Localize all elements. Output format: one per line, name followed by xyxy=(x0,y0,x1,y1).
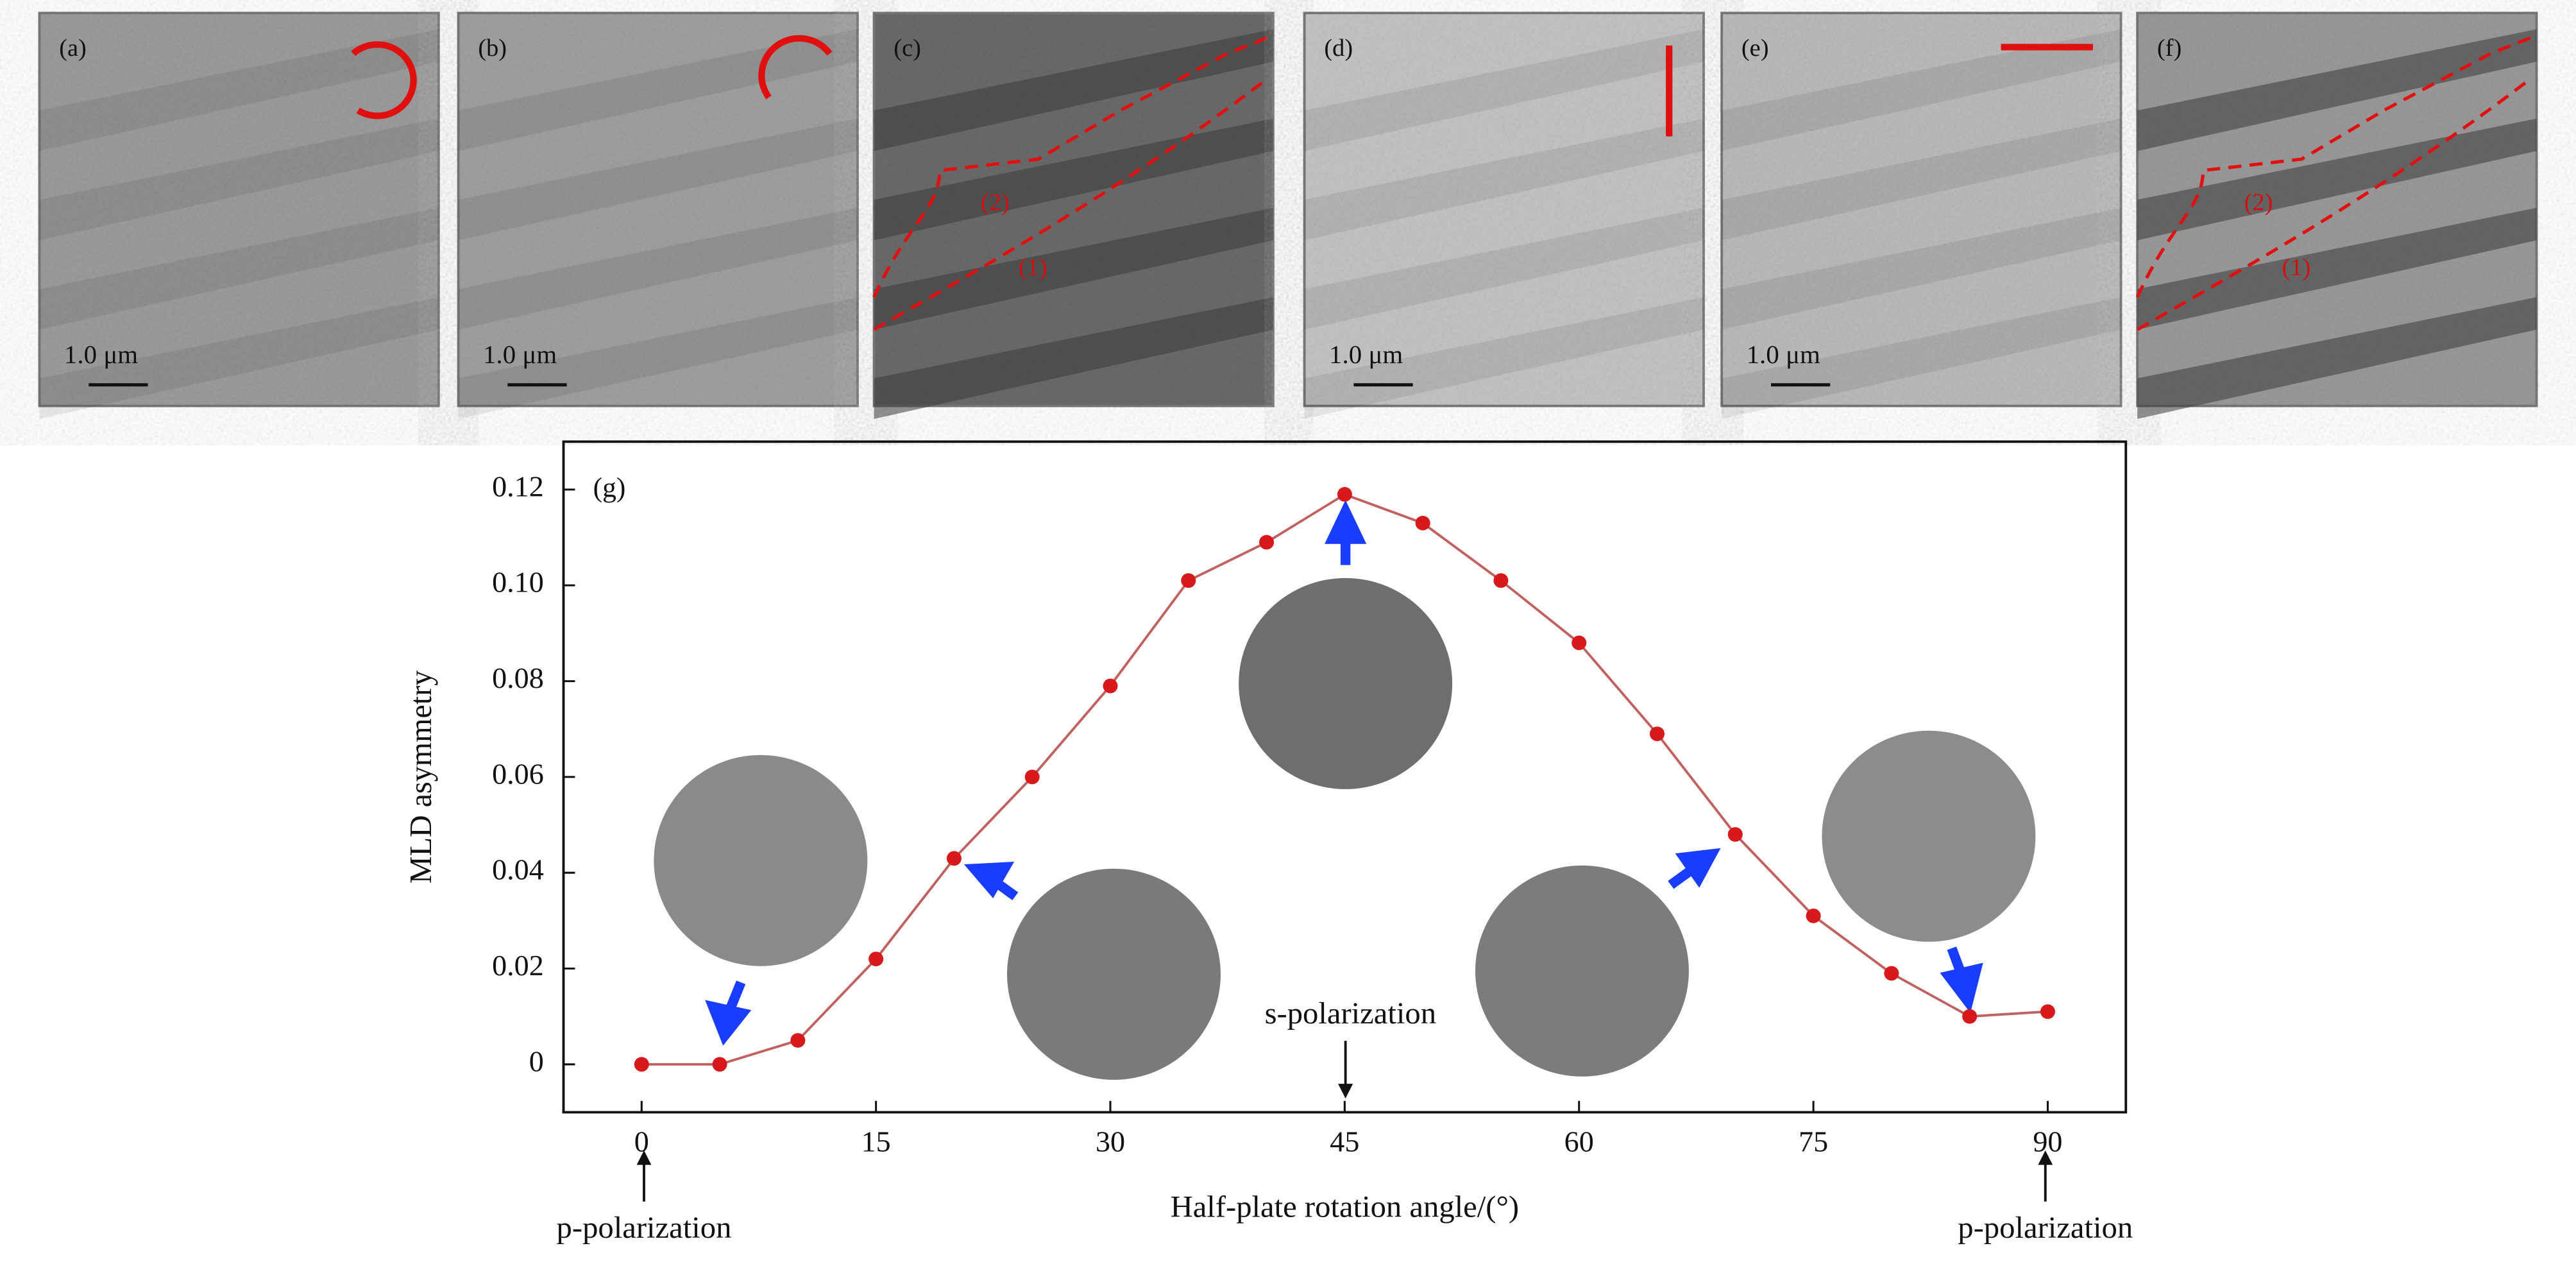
data-point xyxy=(1727,827,1743,842)
panel-image xyxy=(457,12,859,407)
blue-arrows xyxy=(705,500,1983,1046)
panel-label: (e) xyxy=(1741,35,1769,62)
inset-image xyxy=(1822,730,2036,942)
domain-stripe xyxy=(2137,29,2537,151)
x-tick-label: 30 xyxy=(1096,1125,1125,1158)
data-point xyxy=(790,1033,806,1048)
x-tick-label: 15 xyxy=(861,1125,891,1158)
domain-stripe xyxy=(39,29,439,151)
domain-stripe xyxy=(1722,29,2121,151)
domain-stripe xyxy=(458,297,858,419)
y-tick-label: 0.04 xyxy=(492,853,544,886)
x-tick-label: 45 xyxy=(1330,1125,1359,1158)
data-point xyxy=(1806,909,1821,923)
image-panels: (a) 1.0 μm (b) 1.0 μm (c) (2) (1) (d) 1.0 μm (e) 1… xyxy=(38,12,2538,419)
domain-stripe xyxy=(458,118,858,241)
panel-label: (b) xyxy=(478,35,507,62)
inset-image xyxy=(1007,868,1221,1080)
data-point xyxy=(1962,1009,1978,1024)
domain-stripe xyxy=(2137,118,2537,241)
domain-stripe xyxy=(39,297,439,419)
data-point xyxy=(712,1057,727,1072)
domain-stripe xyxy=(1304,118,1704,241)
y-tick-label: 0.08 xyxy=(492,662,544,694)
data-point xyxy=(1259,534,1275,550)
inset-image xyxy=(1475,865,1689,1077)
data-point xyxy=(869,952,884,966)
domain-stripe xyxy=(1304,29,1704,151)
region-label: (1) xyxy=(2282,254,2311,281)
y-tick-label: 0 xyxy=(529,1045,544,1078)
annotation: p-polarization xyxy=(1958,1211,2133,1245)
x-tick-label: 60 xyxy=(1564,1125,1594,1158)
region-outline xyxy=(872,35,1269,331)
insets xyxy=(654,500,2036,1080)
domain-stripe xyxy=(458,207,858,330)
region-label: (1) xyxy=(1019,254,1047,281)
domain-stripe xyxy=(39,207,439,330)
panel-label: (f) xyxy=(2157,35,2182,62)
domain-stripe xyxy=(874,29,1273,151)
panel-image xyxy=(1303,12,1705,407)
annotation: s-polarization xyxy=(1265,996,1436,1030)
domain-stripe xyxy=(1722,207,2121,330)
region-outline xyxy=(2135,35,2533,331)
data-point xyxy=(1024,769,1040,785)
domain-stripe xyxy=(39,118,439,241)
scale-bar-label: 1.0 μm xyxy=(1747,340,1821,369)
circular-polarization xyxy=(758,35,833,99)
domain-stripe xyxy=(1722,118,2121,241)
domain-stripe xyxy=(458,29,858,151)
x-tick-label: 90 xyxy=(2033,1125,2062,1158)
chart: (g) 0 0.02 0.04 0.06 0.08 0.10 0.12 0 15 30 45 60 75 9… xyxy=(404,440,2133,1245)
domain-stripe xyxy=(874,118,1273,241)
data-point xyxy=(946,851,962,866)
circular-polarization xyxy=(351,41,417,119)
data-point xyxy=(1103,678,1118,694)
annotation: p-polarization xyxy=(557,1211,732,1245)
data-point xyxy=(634,1057,649,1072)
domain-stripe xyxy=(874,297,1273,419)
domain-stripe xyxy=(2137,207,2537,330)
panel-label: (g) xyxy=(593,472,626,503)
panel-label: (d) xyxy=(1324,35,1353,62)
data-point xyxy=(1415,515,1430,531)
region-label: (2) xyxy=(2244,189,2273,216)
y-tick-label: 0.10 xyxy=(492,566,544,599)
inset-image xyxy=(1239,577,1453,789)
data-point xyxy=(1493,573,1509,588)
panel-label: (a) xyxy=(59,35,87,62)
x-tick-label: 75 xyxy=(1799,1125,1828,1158)
x-axis-label: Half-plate rotation angle/(°) xyxy=(1171,1190,1520,1224)
y-tick-label: 0.06 xyxy=(492,758,544,790)
panel-label: (c) xyxy=(894,35,921,62)
region-label: (2) xyxy=(981,189,1010,216)
x-tick-label: 0 xyxy=(634,1125,649,1158)
y-tick-label: 0.12 xyxy=(492,470,544,503)
data-point xyxy=(1884,966,1899,981)
scale-bar-label: 1.0 μm xyxy=(1329,340,1403,369)
panel-image xyxy=(1720,12,2123,407)
data-point xyxy=(1337,487,1352,502)
y-tick-label: 0.02 xyxy=(492,949,544,982)
domain-stripe xyxy=(1304,207,1704,330)
domain-stripe xyxy=(874,207,1273,330)
inset-image xyxy=(654,755,868,966)
data-point xyxy=(1181,573,1196,588)
y-axis-label: MLD asymmetry xyxy=(404,671,438,884)
data-point xyxy=(1572,635,1587,651)
scale-bar-label: 1.0 μm xyxy=(483,340,557,369)
domain-stripe xyxy=(2137,297,2537,419)
domain-stripe xyxy=(1304,297,1704,419)
scale-bar-label: 1.0 μm xyxy=(64,340,139,369)
domain-stripe xyxy=(1722,297,2121,419)
panel-image xyxy=(38,12,440,407)
data-point xyxy=(1649,726,1665,742)
data-point xyxy=(2040,1004,2055,1020)
